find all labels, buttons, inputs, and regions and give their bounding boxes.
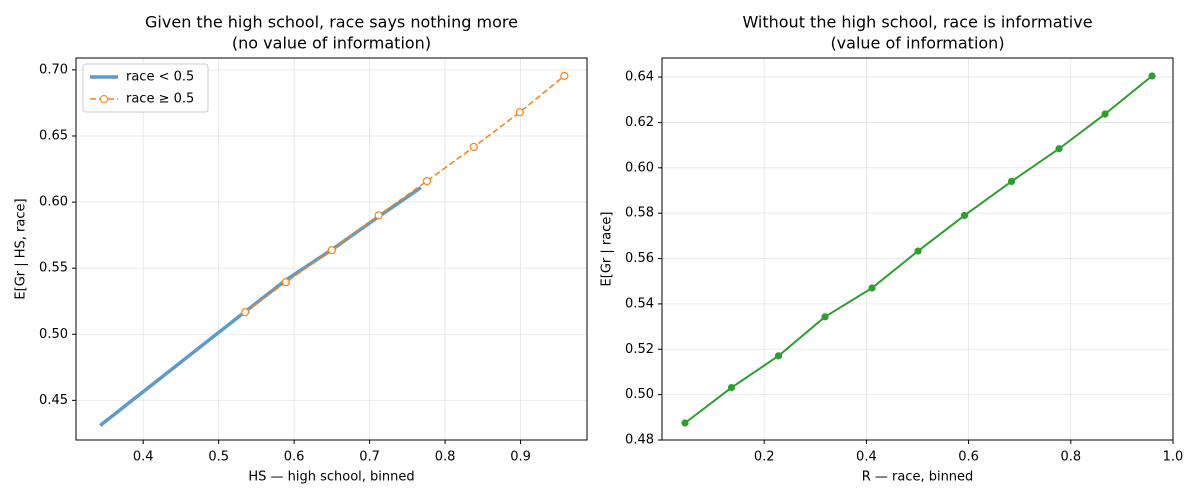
data-point bbox=[727, 383, 736, 392]
x-tick-label: 0.8 bbox=[435, 450, 456, 465]
data-point bbox=[868, 284, 876, 292]
y-tick-label: 0.45 bbox=[39, 393, 68, 408]
data-point bbox=[914, 247, 922, 255]
x-tick-label: 0.7 bbox=[359, 450, 380, 465]
y-tick-label: 0.52 bbox=[625, 342, 654, 357]
y-tick-label: 0.55 bbox=[39, 261, 68, 276]
chart-title: Without the high school, race is informa… bbox=[742, 13, 1092, 32]
x-axis-label: HS — high school, binned bbox=[248, 470, 414, 485]
series-line bbox=[244, 75, 565, 313]
data-point bbox=[1007, 177, 1016, 186]
y-tick-label: 0.50 bbox=[625, 387, 654, 402]
y-tick-label: 0.62 bbox=[625, 115, 654, 130]
data-point bbox=[1148, 72, 1156, 80]
y-tick-label: 0.56 bbox=[625, 251, 654, 266]
y-tick-label: 0.70 bbox=[39, 62, 68, 77]
legend-label: race < 0.5 bbox=[126, 70, 194, 85]
y-tick-label: 0.60 bbox=[625, 160, 654, 175]
x-tick-label: 1.0 bbox=[1163, 450, 1184, 465]
chart-title: Given the high school, race says nothing… bbox=[145, 13, 518, 32]
data-point bbox=[469, 142, 478, 152]
x-tick-label: 0.5 bbox=[208, 450, 229, 465]
data-point bbox=[422, 176, 432, 186]
y-tick-label: 0.50 bbox=[39, 327, 68, 342]
x-tick-label: 0.6 bbox=[284, 450, 305, 465]
plot-frame bbox=[661, 57, 1174, 441]
data-point bbox=[821, 313, 829, 321]
data-point bbox=[681, 419, 689, 427]
y-tick-label: 0.54 bbox=[625, 296, 654, 311]
y-tick-label: 0.48 bbox=[625, 433, 654, 448]
data-point bbox=[1055, 145, 1063, 153]
y-tick-label: 0.60 bbox=[39, 195, 68, 210]
data-point bbox=[327, 246, 336, 255]
x-tick-label: 0.9 bbox=[510, 450, 531, 465]
data-point bbox=[560, 71, 569, 80]
data-point bbox=[960, 211, 969, 220]
y-axis-label: E[Gr | HS, race] bbox=[14, 198, 29, 299]
x-tick-label: 0.6 bbox=[958, 450, 979, 465]
y-axis-label: E[Gr | race] bbox=[600, 212, 615, 287]
x-tick-label: 0.8 bbox=[1060, 450, 1081, 465]
x-tick-label: 0.2 bbox=[754, 450, 775, 465]
x-axis-label: R — race, binned bbox=[862, 470, 974, 485]
x-tick-label: 0.4 bbox=[133, 450, 154, 465]
data-point bbox=[240, 308, 250, 317]
series-line bbox=[99, 186, 422, 427]
data-point bbox=[374, 211, 383, 220]
data-point bbox=[515, 108, 524, 117]
y-tick-label: 0.64 bbox=[625, 70, 654, 85]
legend-label: race ≥ 0.5 bbox=[126, 92, 194, 107]
legend-marker bbox=[100, 95, 108, 103]
chart-subtitle: (value of information) bbox=[830, 34, 1004, 53]
x-tick-label: 0.4 bbox=[856, 450, 877, 465]
y-tick-label: 0.65 bbox=[39, 128, 68, 143]
plot-frame bbox=[75, 57, 588, 441]
data-point bbox=[774, 352, 783, 360]
data-point bbox=[281, 278, 290, 287]
y-tick-label: 0.58 bbox=[625, 206, 654, 221]
chart-subtitle: (no value of information) bbox=[232, 34, 431, 53]
data-point bbox=[1101, 110, 1109, 118]
